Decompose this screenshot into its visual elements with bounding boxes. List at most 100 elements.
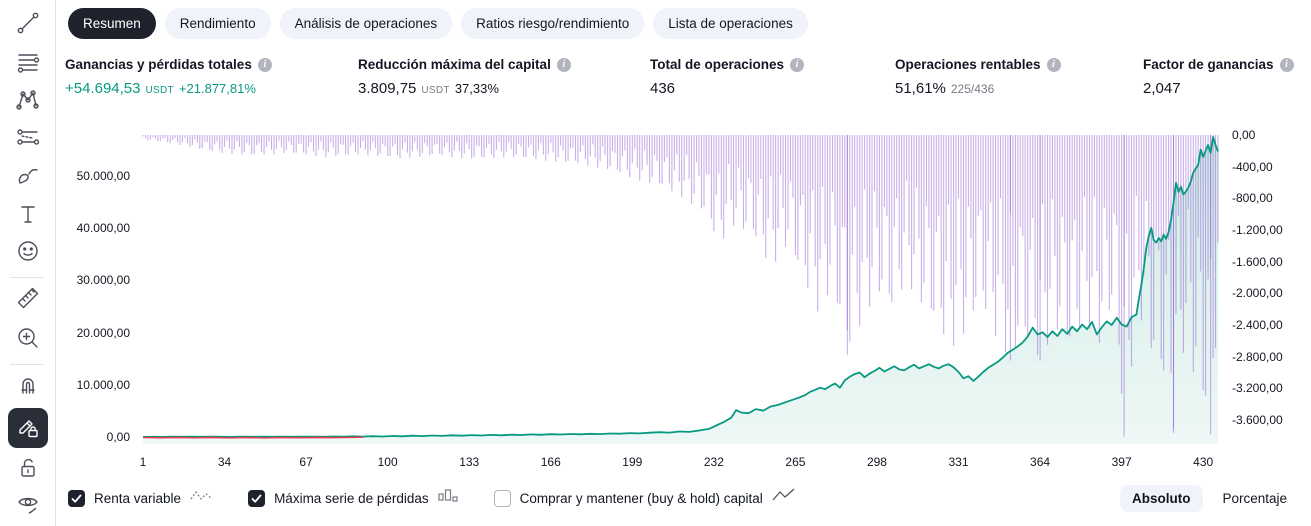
y-axis-left-label: 20.000,00 (76, 325, 130, 340)
emoji-icon[interactable] (13, 236, 43, 266)
checkbox-label: Renta variable (94, 491, 182, 506)
parallel-lines-icon[interactable] (13, 47, 43, 77)
checkbox-label: Comprar y mantener (buy & hold) capital (519, 491, 763, 506)
stat-value: +54.694,53 (65, 80, 141, 97)
text-icon[interactable] (13, 199, 43, 229)
x-axis-label: 232 (703, 455, 724, 469)
stat-label: Reducción máxima del capital (358, 57, 551, 72)
equity-zigzag-icon (190, 489, 212, 508)
value-mode-switch: Absoluto Porcentaje (1120, 485, 1299, 512)
stat-unit: USDT (145, 85, 174, 96)
drawing-toolbar (0, 0, 56, 526)
checkbox-checked[interactable] (68, 490, 85, 507)
checkbox-unchecked[interactable] (493, 490, 511, 507)
stat-value: 51,61% (895, 80, 946, 97)
unlock-icon[interactable] (13, 453, 43, 483)
stat-value: 436 (650, 80, 676, 97)
stat-label: Operaciones rentables (895, 57, 1041, 72)
chart-toggles: Renta variable Máxima serie de pérdidas … (68, 488, 796, 509)
y-axis-left-label: 0,00 (106, 430, 130, 444)
stat-unit: USDT (421, 85, 450, 96)
stat-percent: 37,33% (454, 81, 499, 96)
y-axis-left-label: 10.000,00 (76, 377, 130, 392)
equity-chart[interactable] (133, 133, 1222, 444)
stat-net-profit: Ganancias y pérdidas totales i +54.694,53… (65, 57, 272, 97)
stat-total-trades: Total de operaciones i 436 (650, 57, 805, 97)
y-axis-right-label: -1.600,00 (1232, 254, 1283, 269)
stat-label: Factor de ganancias (1143, 57, 1274, 72)
toggle-buy-and-hold[interactable]: Comprar y mantener (buy & hold) capital (493, 488, 796, 509)
x-axis-label: 1 (139, 455, 147, 469)
projection-icon[interactable] (13, 122, 43, 152)
checkbox-checked[interactable] (248, 490, 266, 507)
toggle-renta-variable[interactable]: Renta variable (68, 489, 212, 508)
x-axis-label: 34 (217, 455, 232, 469)
zoom-in-icon[interactable] (13, 323, 43, 353)
y-axis-right-label: -800,00 (1232, 191, 1273, 206)
checkbox-label: Máxima serie de pérdidas (274, 491, 429, 506)
magnet-icon[interactable] (13, 371, 43, 401)
equity-below-zero-line (142, 436, 363, 439)
info-icon[interactable]: i (257, 57, 272, 72)
x-axis-label: 265 (785, 455, 806, 469)
drawdown-spike-bars (846, 135, 1212, 437)
x-axis-label: 298 (866, 455, 887, 469)
info-icon[interactable]: i (1279, 57, 1294, 72)
y-axis-right-label: 0,00 (1232, 128, 1256, 142)
x-axis-label: 166 (540, 455, 561, 469)
x-axis-label: 133 (459, 455, 480, 469)
y-axis-right-label: -2.000,00 (1232, 286, 1283, 301)
y-axis-left-label: 50.000,00 (76, 169, 130, 183)
tab-lista-operaciones[interactable]: Lista de operaciones (653, 8, 808, 39)
stat-label: Total de operaciones (650, 57, 785, 72)
x-axis-label: 100 (377, 455, 398, 469)
x-axis-label: 67 (299, 455, 313, 469)
y-axis-right-label: -1.200,00 (1232, 223, 1283, 237)
info-icon[interactable]: i (556, 57, 571, 72)
y-axis-right-label: -400,00 (1232, 159, 1273, 174)
tab-resumen[interactable]: Resumen (68, 8, 156, 39)
stat-percent: +21.877,81% (178, 81, 256, 96)
porcentaje-button[interactable]: Porcentaje (1222, 491, 1288, 506)
x-axis-label: 331 (948, 455, 969, 469)
y-axis-left-label: 40.000,00 (76, 221, 130, 236)
stat-label: Ganancias y pérdidas totales (65, 57, 252, 72)
x-axis-label: 199 (622, 455, 643, 469)
y-axis-right-label: -2.800,00 (1232, 349, 1283, 364)
tab-ratios-riesgo[interactable]: Ratios riesgo/rendimiento (461, 8, 645, 39)
x-axis-label: 364 (1030, 455, 1051, 469)
equity-area-fill (143, 136, 1218, 444)
tab-analisis-operaciones[interactable]: Análisis de operaciones (279, 8, 453, 39)
absoluto-button[interactable]: Absoluto (1120, 485, 1203, 512)
toolbar-divider (10, 277, 44, 278)
trend-line-icon[interactable] (13, 8, 43, 38)
brush-icon[interactable] (13, 161, 43, 191)
y-axis-right-label: -2.400,00 (1232, 318, 1283, 333)
stat-ratio: 225/436 (950, 82, 995, 96)
xabcd-pattern-icon[interactable] (13, 85, 43, 115)
ruler-icon[interactable] (13, 283, 43, 313)
stat-max-drawdown: Reducción máxima del capital i 3.809,75 US… (358, 57, 571, 97)
tab-rendimiento[interactable]: Rendimiento (164, 8, 271, 39)
y-axis-right-label: -3.200,00 (1232, 381, 1283, 396)
hide-drawings-eye-icon[interactable] (13, 489, 43, 519)
x-axis-label: 430 (1193, 455, 1214, 469)
bars-icon (438, 489, 458, 508)
stat-percent-profitable: Operaciones rentables i 51,61% 225/436 (895, 57, 1061, 97)
stat-value: 3.809,75 (358, 80, 417, 97)
stat-value: 2,047 (1143, 80, 1181, 97)
drawdown-bars (142, 135, 1219, 429)
x-axis-label: 397 (1111, 455, 1132, 469)
y-axis-left-label: 30.000,00 (76, 273, 130, 288)
line-chart-icon (772, 488, 796, 509)
equity-line (142, 136, 1219, 438)
info-icon[interactable]: i (790, 57, 805, 72)
report-tabs: Resumen Rendimiento Análisis de operacio… (68, 8, 808, 39)
info-icon[interactable]: i (1046, 57, 1061, 72)
toolbar-divider (10, 364, 44, 365)
edit-lock-icon[interactable] (8, 408, 48, 448)
toggle-maxima-serie-perdidas[interactable]: Máxima serie de pérdidas (248, 489, 458, 508)
y-axis-right-label: -3.600,00 (1232, 413, 1283, 428)
stat-profit-factor: Factor de ganancias i 2,047 (1143, 57, 1294, 97)
